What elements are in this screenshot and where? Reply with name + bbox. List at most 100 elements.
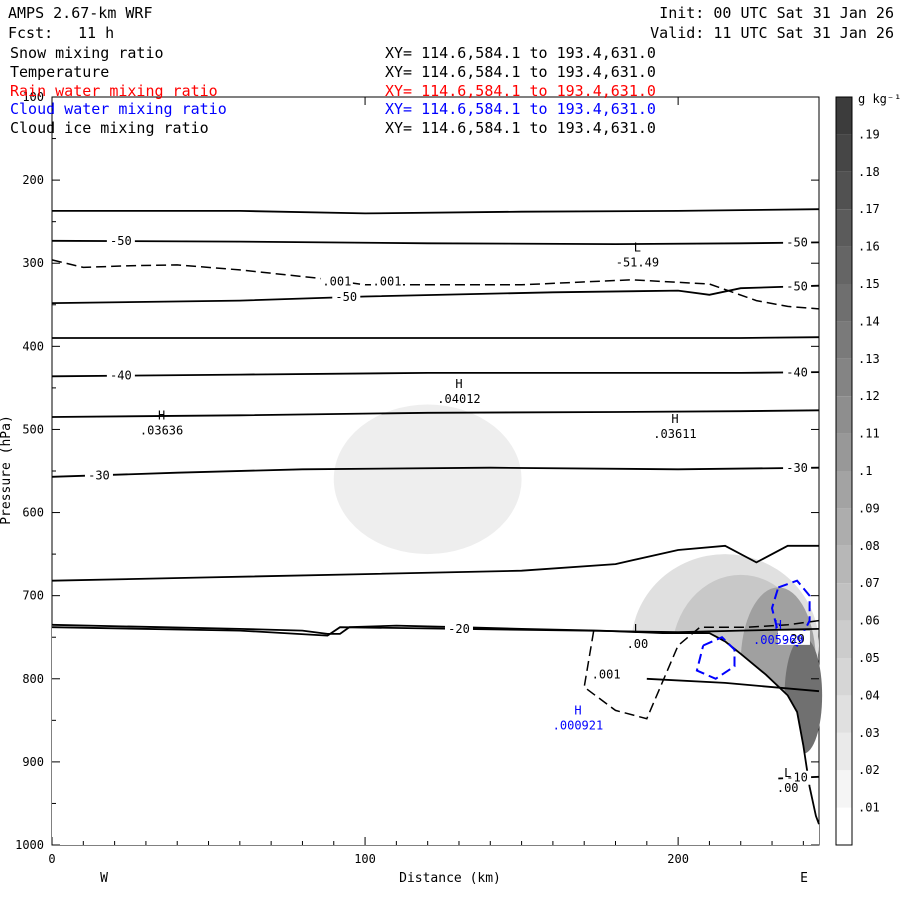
snow-contour	[583, 619, 820, 720]
extremum-value: .00	[777, 781, 799, 795]
colorbar-tick-label: .01	[858, 801, 880, 815]
cloud-water-contour	[695, 636, 736, 680]
contour-label: .001	[373, 275, 402, 289]
y-tick-label: 700	[22, 589, 44, 603]
extremum-type: H	[775, 618, 782, 632]
y-tick-label: 600	[22, 506, 44, 520]
legend-snow-name: Snow mixing ratio	[10, 44, 164, 62]
y-tick-label: 1000	[15, 838, 44, 852]
contour-label: .001	[592, 668, 621, 682]
west-label: W	[100, 871, 108, 886]
extremum-value: .03636	[140, 423, 183, 437]
colorbar-bin	[836, 134, 852, 172]
x-axis-title: Distance (km)	[399, 871, 501, 886]
colorbar-tick-label: .19	[858, 127, 880, 141]
temperature-contour-label: -10	[786, 771, 808, 785]
y-tick-label: 100	[22, 90, 44, 104]
y-tick-label: 500	[22, 422, 44, 436]
y-tick-label: 400	[22, 339, 44, 353]
contour-label-bg	[106, 234, 135, 249]
valid-time: Valid: 11 UTC Sat 31 Jan 26	[650, 24, 894, 42]
colorbar-bin	[836, 471, 852, 509]
extremum-value: .000921	[553, 719, 604, 733]
y-tick-label: 300	[22, 256, 44, 270]
contour-label-bg	[444, 621, 473, 636]
legend-temp-name: Temperature	[10, 63, 109, 81]
east-label: E	[800, 871, 808, 886]
colorbar-bin	[836, 620, 852, 658]
colorbar-bin	[836, 508, 852, 546]
colorbar-tick-label: .04	[858, 688, 880, 702]
colorbar-bin	[836, 284, 852, 322]
extremum-type: L	[634, 241, 641, 255]
temperature-contour	[51, 284, 820, 304]
temperature-contour	[51, 544, 819, 582]
contour-label-bg	[332, 290, 361, 305]
temperature-contour-label: -40	[786, 365, 808, 379]
extremum-type: L	[784, 766, 791, 780]
x-tick-label: 0	[48, 852, 55, 866]
colorbar-tick-label: .06	[858, 614, 880, 628]
colorbar-bin	[836, 321, 852, 359]
colorbar-bin	[836, 358, 852, 397]
legend-cloudice-xy: XY= 114.6,584.1 to 193.4,631.0	[385, 119, 656, 137]
extremum-type: L	[634, 622, 641, 636]
colorbar-bin	[836, 583, 852, 621]
forecast-label: Fcst:	[8, 24, 53, 42]
temperature-contour-label: -30	[88, 468, 110, 482]
extremum-value: .04012	[437, 392, 480, 406]
contour-label-bg	[783, 770, 812, 785]
y-tick-label: 200	[22, 173, 44, 187]
y-tick-label: 900	[22, 755, 44, 769]
snow-shade-upper	[333, 404, 522, 555]
contour-label-bg	[783, 235, 812, 250]
temperature-contour-label: -50	[786, 236, 808, 250]
temperature-contour-label: -40	[110, 369, 132, 383]
y-tick-label: 800	[22, 672, 44, 686]
extremum-value: -51.49	[616, 256, 659, 270]
colorbar-tick-label: .08	[858, 539, 880, 553]
legend-snow-xy: XY= 114.6,584.1 to 193.4,631.0	[385, 44, 656, 62]
colorbar-tick-label: .16	[858, 240, 880, 254]
x-tick-label: 100	[354, 852, 376, 866]
colorbar-tick-label: .14	[858, 314, 880, 328]
temperature-contour	[52, 208, 820, 215]
colorbar-bin	[836, 695, 852, 733]
contour-label-bg	[783, 365, 812, 380]
colorbar-unit: g kg⁻¹	[858, 92, 900, 106]
extremum-type: H	[455, 377, 462, 391]
legend-cloudice-name: Cloud ice mixing ratio	[10, 119, 209, 137]
legend: Snow mixing ratio XY= 114.6,584.1 to 193…	[10, 44, 656, 137]
temperature-contour-label: -20	[448, 622, 470, 636]
extremum-value: .005969	[753, 633, 804, 647]
colorbar-tick-label: .09	[858, 501, 880, 515]
temperature-contour	[51, 239, 820, 246]
extremum-value: .03611	[653, 427, 696, 441]
temperature-contour	[52, 336, 820, 339]
colorbar-bin	[836, 246, 852, 284]
colorbar-tick-label: .12	[858, 389, 880, 403]
contour-label-bg	[106, 368, 135, 383]
terrain-layer	[51, 623, 820, 845]
contour-label-bg	[783, 279, 812, 294]
contour-label-layer: -50 -50 -50 -50 -40 -40 -30 -30 -20 -10 .001 .001 .0…	[84, 234, 812, 795]
forecast-hour: 11 h	[78, 24, 114, 42]
colorbar-bin	[836, 97, 852, 135]
model-title: AMPS 2.67-km WRF	[8, 4, 153, 22]
temperature-contour-label: -50	[110, 234, 132, 248]
colorbar-tick-label: .1	[858, 464, 872, 478]
contour-label: -20	[783, 632, 805, 646]
colorbar-bin	[836, 396, 852, 434]
legend-cloudwater-xy: XY= 114.6,584.1 to 193.4,631.0	[385, 100, 656, 118]
colorbar-frame	[835, 96, 853, 846]
colorbar-tick-label: .02	[858, 763, 880, 777]
colorbar-tick-label: .05	[858, 651, 880, 665]
colorbar-tick-label: .07	[858, 576, 880, 590]
colorbar-tick-label: .13	[858, 352, 880, 366]
contour-label: .001	[322, 275, 351, 289]
colorbar-tick-label: .17	[858, 202, 880, 216]
temperature-contour-label: -50	[786, 279, 808, 293]
init-time: Init: 00 UTC Sat 31 Jan 26	[659, 4, 894, 22]
contour-label-bg	[777, 630, 810, 645]
